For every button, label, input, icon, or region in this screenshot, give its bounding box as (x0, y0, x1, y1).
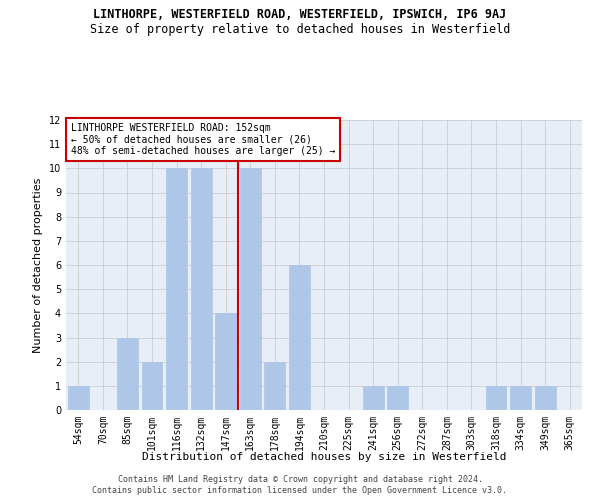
Bar (240, 168, 261, 410)
Bar (191, 168, 212, 410)
Bar (362, 386, 383, 410)
Bar (289, 265, 310, 410)
Y-axis label: Number of detached properties: Number of detached properties (33, 178, 43, 352)
Bar (215, 314, 236, 410)
Bar (166, 168, 187, 410)
Text: Size of property relative to detached houses in Westerfield: Size of property relative to detached ho… (90, 22, 510, 36)
Bar (387, 386, 408, 410)
Bar (142, 362, 163, 410)
Bar (510, 386, 531, 410)
Bar (68, 386, 89, 410)
Bar (117, 338, 138, 410)
Text: LINTHORPE WESTERFIELD ROAD: 152sqm
← 50% of detached houses are smaller (26)
48%: LINTHORPE WESTERFIELD ROAD: 152sqm ← 50%… (71, 123, 335, 156)
Text: Contains HM Land Registry data © Crown copyright and database right 2024.: Contains HM Land Registry data © Crown c… (118, 475, 482, 484)
Bar (485, 386, 506, 410)
Text: Distribution of detached houses by size in Westerfield: Distribution of detached houses by size … (142, 452, 506, 462)
Bar (265, 362, 286, 410)
Text: Contains public sector information licensed under the Open Government Licence v3: Contains public sector information licen… (92, 486, 508, 495)
Text: LINTHORPE, WESTERFIELD ROAD, WESTERFIELD, IPSWICH, IP6 9AJ: LINTHORPE, WESTERFIELD ROAD, WESTERFIELD… (94, 8, 506, 20)
Bar (535, 386, 556, 410)
